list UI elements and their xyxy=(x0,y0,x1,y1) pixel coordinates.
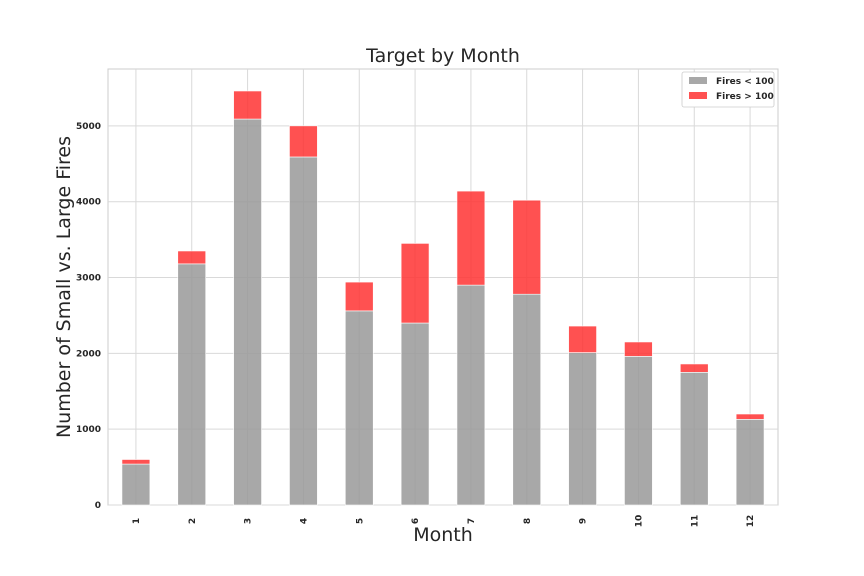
chart-title: Target by Month xyxy=(365,45,520,67)
y-tick-label: 5000 xyxy=(76,122,101,132)
bar-small-fires xyxy=(568,352,597,506)
bars xyxy=(121,90,765,506)
x-tick-label: 9 xyxy=(579,518,589,524)
y-tick-label: 3000 xyxy=(76,274,101,284)
y-tick-label: 2000 xyxy=(76,349,101,359)
bar-small-fires xyxy=(624,356,653,506)
bar-large-fires xyxy=(735,413,765,420)
bar-large-fires xyxy=(233,90,262,120)
bar-small-fires xyxy=(400,322,430,506)
bar-large-fires xyxy=(568,325,597,353)
x-tick-label: 8 xyxy=(523,518,533,524)
bar-small-fires xyxy=(233,118,262,506)
legend: Fires < 100 Fires > 100 xyxy=(681,71,775,108)
plot-background xyxy=(107,68,779,506)
bar-large-fires xyxy=(400,243,430,324)
bar-large-fires xyxy=(177,250,207,265)
x-ticks: 1 2 3 4 5 6 7 8 9 10 11 12 xyxy=(132,515,756,528)
bar-small-fires xyxy=(344,310,374,506)
legend-swatch-small-fires xyxy=(689,77,707,84)
x-tick-label: 11 xyxy=(690,515,700,528)
y-axis-label: Number of Small vs. Large Fires xyxy=(53,136,75,438)
bar-small-fires xyxy=(735,419,765,506)
x-tick-label: 10 xyxy=(634,515,644,528)
bar-small-fires xyxy=(512,293,542,506)
bar-small-fires xyxy=(289,156,318,506)
bar-large-fires xyxy=(344,281,374,312)
legend-label-large-fires: Fires > 100 xyxy=(716,92,774,102)
y-tick-label: 4000 xyxy=(76,198,101,208)
x-tick-label: 2 xyxy=(188,518,198,524)
bar-large-fires xyxy=(121,459,151,465)
legend-label-small-fires: Fires < 100 xyxy=(716,77,774,87)
x-tick-label: 7 xyxy=(467,518,477,524)
x-tick-label: 3 xyxy=(244,518,254,524)
x-tick-label: 4 xyxy=(299,518,309,524)
bar-large-fires xyxy=(456,190,486,286)
bar-large-fires xyxy=(624,341,653,357)
x-tick-label: 1 xyxy=(132,518,142,524)
bar-small-fires xyxy=(121,463,151,506)
bar-small-fires xyxy=(177,263,207,506)
y-ticks: 0 1000 2000 3000 4000 5000 xyxy=(76,122,101,511)
y-tick-label: 0 xyxy=(95,501,101,511)
bar-small-fires xyxy=(456,284,486,506)
y-tick-label: 1000 xyxy=(76,425,101,435)
x-axis-label: Month xyxy=(413,524,473,546)
x-tick-label: 12 xyxy=(746,515,756,528)
bar-large-fires xyxy=(679,363,709,373)
x-tick-label: 5 xyxy=(355,518,365,524)
bar-small-fires xyxy=(679,372,709,506)
x-tick-label: 6 xyxy=(411,518,421,524)
legend-swatch-large-fires xyxy=(689,92,707,99)
bar-large-fires xyxy=(289,125,318,158)
bar-large-fires xyxy=(512,199,542,295)
